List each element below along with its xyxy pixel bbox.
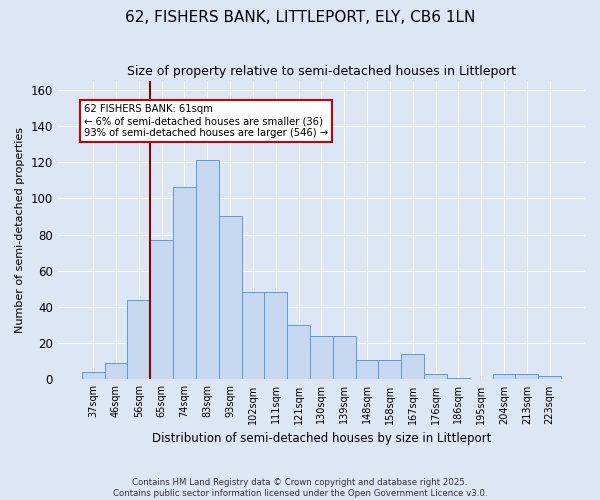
- Title: Size of property relative to semi-detached houses in Littleport: Size of property relative to semi-detach…: [127, 65, 516, 78]
- Bar: [333, 336, 356, 380]
- Bar: [310, 336, 333, 380]
- Bar: [493, 374, 515, 380]
- Text: 62, FISHERS BANK, LITTLEPORT, ELY, CB6 1LN: 62, FISHERS BANK, LITTLEPORT, ELY, CB6 1…: [125, 10, 475, 25]
- Bar: [538, 376, 561, 380]
- Bar: [447, 378, 470, 380]
- Bar: [287, 325, 310, 380]
- Text: 62 FISHERS BANK: 61sqm
← 6% of semi-detached houses are smaller (36)
93% of semi: 62 FISHERS BANK: 61sqm ← 6% of semi-deta…: [84, 104, 328, 138]
- Bar: [424, 374, 447, 380]
- Bar: [242, 292, 265, 380]
- Bar: [173, 188, 196, 380]
- X-axis label: Distribution of semi-detached houses by size in Littleport: Distribution of semi-detached houses by …: [152, 432, 491, 445]
- Bar: [356, 360, 379, 380]
- Bar: [515, 374, 538, 380]
- Bar: [127, 300, 150, 380]
- Bar: [379, 360, 401, 380]
- Bar: [104, 363, 127, 380]
- Bar: [401, 354, 424, 380]
- Y-axis label: Number of semi-detached properties: Number of semi-detached properties: [15, 127, 25, 333]
- Bar: [218, 216, 242, 380]
- Text: Contains HM Land Registry data © Crown copyright and database right 2025.
Contai: Contains HM Land Registry data © Crown c…: [113, 478, 487, 498]
- Bar: [150, 240, 173, 380]
- Bar: [196, 160, 218, 380]
- Bar: [82, 372, 104, 380]
- Bar: [265, 292, 287, 380]
